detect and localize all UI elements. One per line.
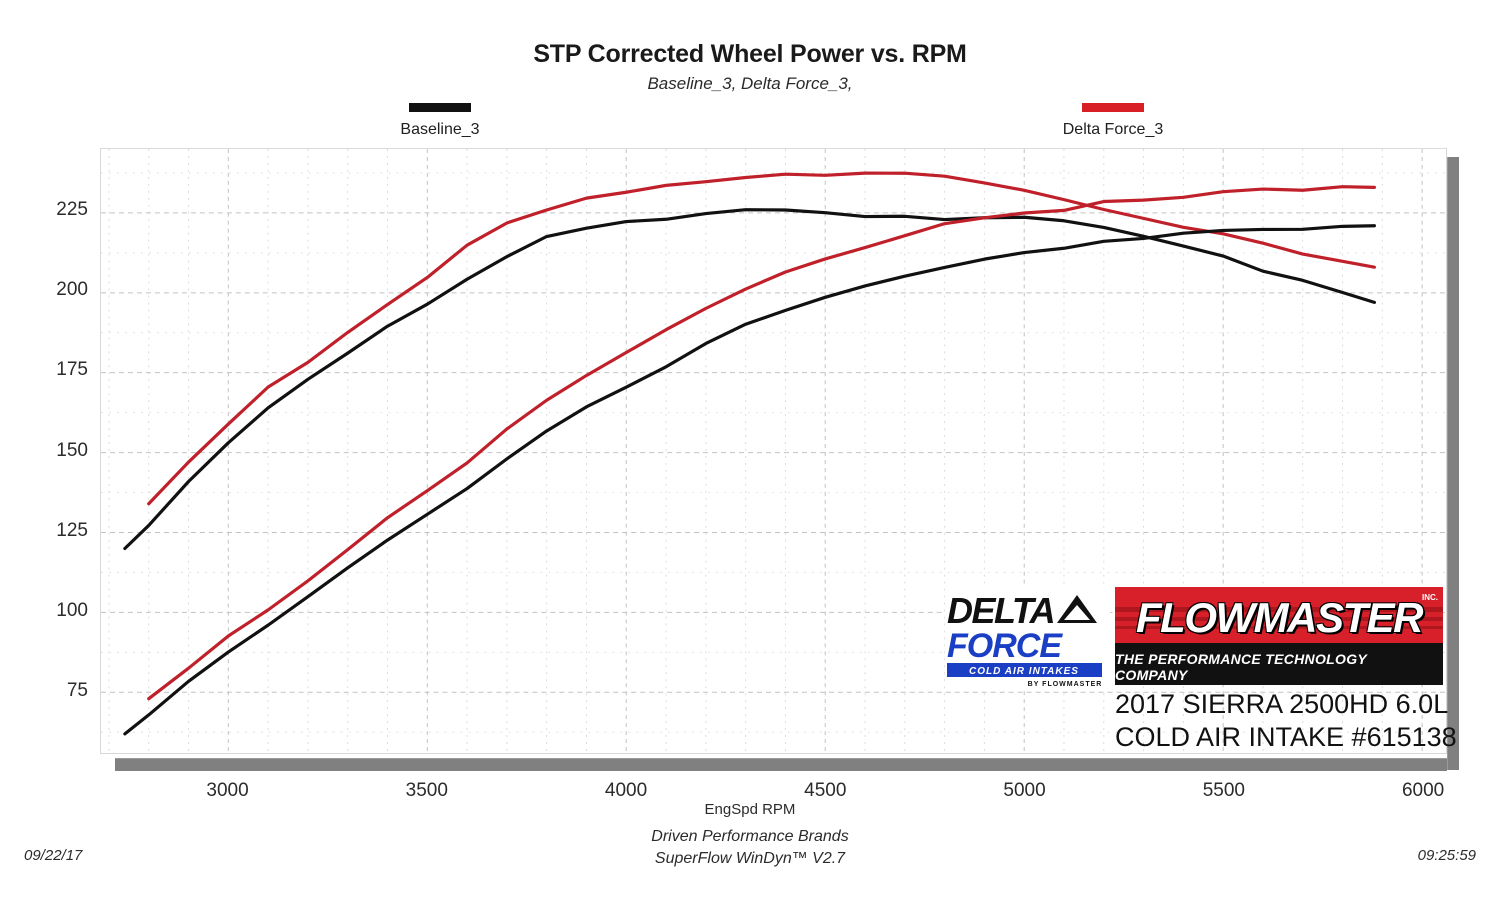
delta-word: DELTA xyxy=(947,590,1054,631)
flowmaster-stripe xyxy=(1115,607,1443,612)
x-axis-tick-label: 6000 xyxy=(1401,780,1445,801)
legend-swatch-baseline xyxy=(409,103,471,112)
horizontal-scrollbar[interactable] xyxy=(115,758,1447,771)
y-axis-tick-label: 225 xyxy=(56,199,88,221)
vertical-scrollbar[interactable] xyxy=(1447,157,1459,770)
y-axis-tick-label: 175 xyxy=(56,359,88,381)
flowmaster-logo: FLOWMASTER INC. THE PERFORMANCE TECHNOLO… xyxy=(1115,587,1443,685)
footer-line-2: SuperFlow WinDyn™ V2.7 xyxy=(654,850,846,867)
flowmaster-wordmark: FLOWMASTER xyxy=(1136,594,1423,641)
flowmaster-stripe xyxy=(1115,626,1443,629)
x-axis-tick-label: 4500 xyxy=(804,780,847,801)
x-axis-tick-label: 5000 xyxy=(1003,780,1046,801)
page-title: STP Corrected Wheel Power vs. RPM xyxy=(533,40,967,68)
y-axis-tick-label: 200 xyxy=(56,279,88,301)
flowmaster-inc-mark: INC. xyxy=(1422,593,1438,602)
flowmaster-tagline: THE PERFORMANCE TECHNOLOGY COMPANY xyxy=(1115,651,1367,683)
legend-label-delta-force: Delta Force_3 xyxy=(1062,121,1164,138)
footer-time: 09:25:59 xyxy=(1417,847,1476,864)
footer-line-1: Driven Performance Brands xyxy=(651,828,849,845)
legend-label-baseline: Baseline_3 xyxy=(400,121,480,138)
legend-entry-delta-force[interactable]: Delta Force_3 xyxy=(1023,103,1203,139)
footer-date: 09/22/17 xyxy=(24,847,83,864)
legend-entry-baseline[interactable]: Baseline_3 xyxy=(350,103,530,139)
y-axis-tick-label: 100 xyxy=(56,599,88,621)
vehicle-part-number-line: COLD AIR INTAKE #615138 xyxy=(1115,722,1457,752)
force-word: FORCE xyxy=(947,627,1063,665)
vehicle-description-line-1: 2017 SIERRA 2500HD 6.0L xyxy=(1115,689,1449,719)
x-axis-title: EngSpd RPM xyxy=(704,801,796,818)
footer-software-info: Driven Performance Brands SuperFlow WinD… xyxy=(0,826,1500,870)
flowmaster-red-band xyxy=(1115,587,1443,643)
branding-overlay: DELTA FORCE COLD AIR INTAKES BY FLOWMAST… xyxy=(945,585,1457,755)
delta-force-logo-art: DELTA FORCE COLD AIR INTAKES BY FLOWMAST… xyxy=(947,590,1103,688)
y-axis-tick-label: 75 xyxy=(66,680,88,702)
chart-subtitle: Baseline_3, Delta Force_3, xyxy=(647,74,853,93)
by-flowmaster-byline: BY FLOWMASTER xyxy=(1028,681,1103,688)
delta-force-logo: DELTA FORCE COLD AIR INTAKES BY FLOWMAST… xyxy=(945,585,1110,690)
legend-swatch-delta-force xyxy=(1082,103,1144,112)
curves-layer xyxy=(123,171,1377,736)
x-axis-tick-label: 5500 xyxy=(1202,780,1245,801)
y-axis-tick-label: 150 xyxy=(56,439,88,461)
x-axis-tick-label: 3500 xyxy=(405,780,448,801)
cold-air-intakes-tagline: COLD AIR INTAKES xyxy=(969,666,1079,677)
flowmaster-stripe xyxy=(1115,617,1443,621)
x-axis-tick-label: 4000 xyxy=(604,780,648,801)
x-axis-tick-label: 3000 xyxy=(206,780,249,801)
y-axis-tick-label: 125 xyxy=(56,519,88,541)
